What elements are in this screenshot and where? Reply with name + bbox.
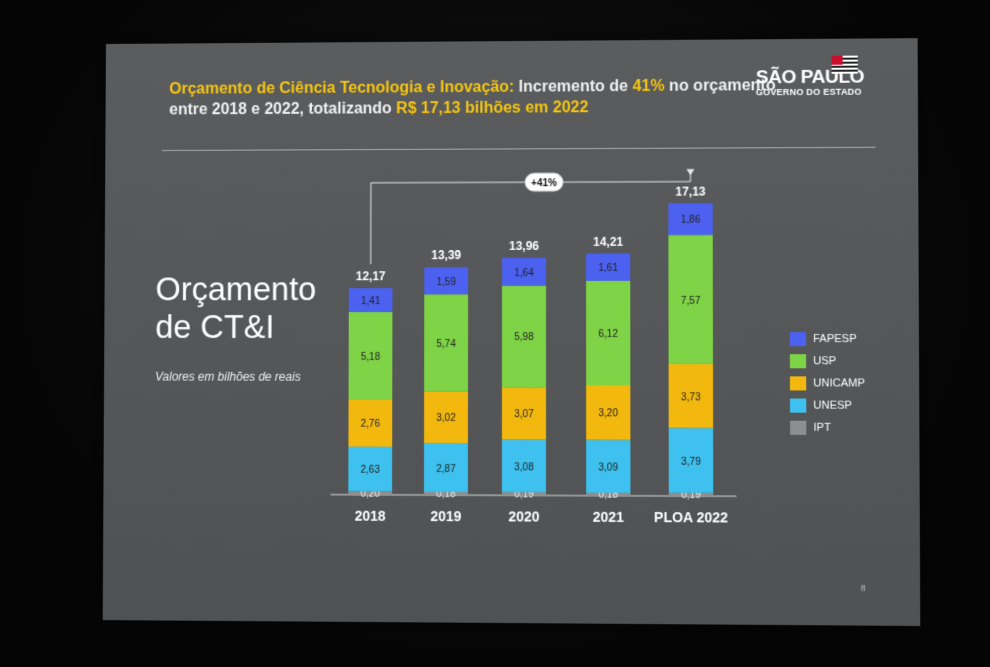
data-label: 1,41	[361, 296, 381, 307]
legend-swatch	[790, 354, 806, 368]
page-number: 8	[861, 583, 866, 593]
x-tick-label: 2020	[508, 508, 539, 524]
data-label: 2,87	[436, 463, 456, 474]
chart-legend: FAPESP USP UNICAMP UNESP IPT	[790, 328, 865, 439]
data-label: 5,74	[436, 339, 456, 350]
total-label: 13,39	[431, 248, 461, 262]
legend-label: UNICAMP	[813, 377, 865, 389]
legend-label: USP	[813, 355, 836, 367]
legend-swatch	[790, 376, 806, 390]
legend-swatch	[790, 421, 806, 435]
x-tick-label: 2018	[355, 508, 386, 524]
x-tick-label: PLOA 2022	[654, 509, 728, 526]
data-label: 7,57	[681, 295, 701, 306]
data-label: 1,59	[437, 277, 457, 288]
data-label: 3,08	[514, 462, 534, 473]
legend-item: USP	[790, 350, 865, 372]
data-label: 5,98	[514, 332, 534, 343]
annotation-label: +41%	[531, 178, 557, 189]
data-label: 3,20	[598, 408, 618, 419]
legend-item: UNESP	[790, 394, 865, 416]
data-label: 1,64	[514, 268, 534, 279]
arrow-head-icon	[686, 169, 694, 175]
data-label: 3,07	[514, 409, 534, 420]
total-label: 17,13	[675, 184, 706, 198]
legend-item: FAPESP	[790, 328, 865, 350]
data-label: 3,79	[681, 456, 701, 467]
legend-swatch	[790, 399, 806, 413]
data-label: 3,02	[436, 413, 456, 424]
data-label: 2,63	[361, 465, 381, 476]
data-label: 2,76	[361, 419, 381, 430]
data-label: 3,09	[599, 462, 619, 473]
legend-label: UNESP	[813, 400, 852, 412]
total-label: 12,17	[356, 269, 386, 283]
data-label: 6,12	[598, 329, 618, 340]
legend-label: IPT	[813, 422, 830, 434]
data-label: 1,86	[681, 215, 701, 226]
x-tick-label: 2021	[593, 509, 625, 525]
data-label: 5,18	[361, 352, 381, 363]
legend-item: IPT	[790, 417, 865, 439]
legend-swatch	[790, 332, 806, 346]
x-tick-label: 2019	[430, 508, 461, 524]
legend-item: UNICAMP	[790, 372, 865, 394]
data-label: 3,73	[681, 392, 701, 403]
legend-label: FAPESP	[813, 333, 857, 345]
data-label: 1,61	[598, 263, 618, 274]
total-label: 13,96	[509, 239, 539, 253]
total-label: 14,21	[593, 234, 624, 248]
slide: Orçamento de Ciência Tecnologia e Inovaç…	[103, 38, 921, 626]
